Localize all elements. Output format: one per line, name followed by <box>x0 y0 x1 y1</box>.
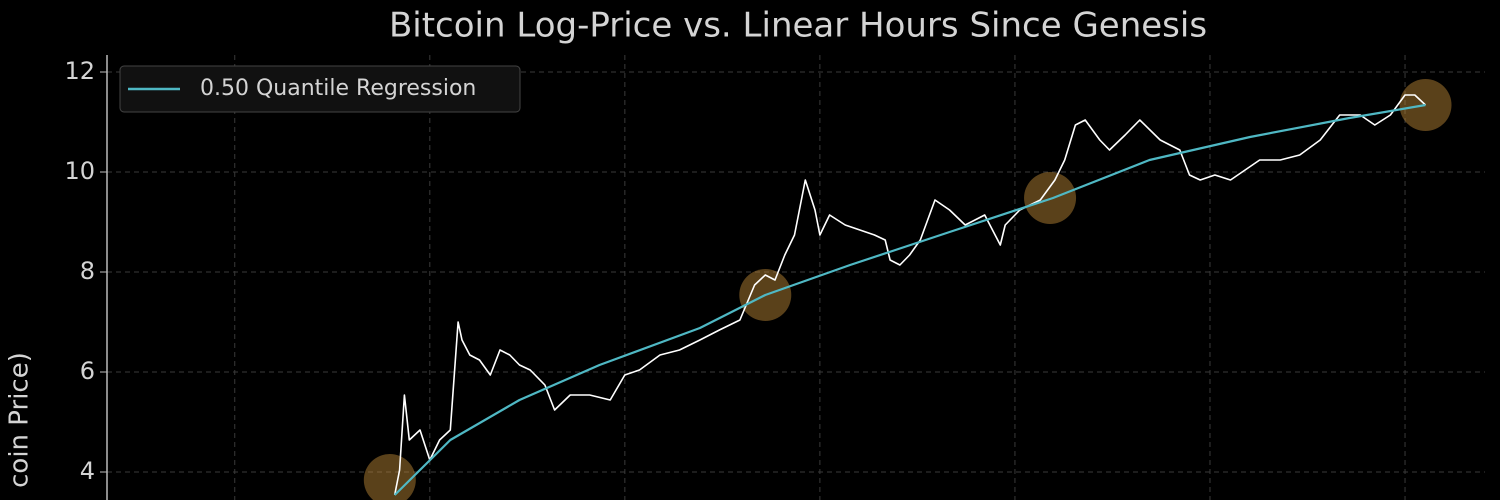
y-tick-label: 10 <box>64 157 95 185</box>
legend-label: 0.50 Quantile Regression <box>200 76 476 101</box>
plot-area <box>363 79 1452 500</box>
grid <box>100 55 1485 500</box>
highlight <box>1399 79 1452 131</box>
regression-line <box>393 103 1426 496</box>
legend: 0.50 Quantile Regression <box>119 65 521 113</box>
y-axis-label: coin Price) <box>5 352 35 488</box>
price-line <box>393 94 1427 496</box>
y-tick-label: 4 <box>80 457 95 485</box>
highlight <box>363 454 416 500</box>
y-tick-label: 8 <box>80 257 95 285</box>
y-tick-label: 6 <box>80 357 95 385</box>
chart-title: Bitcoin Log-Price vs. Linear Hours Since… <box>389 6 1207 46</box>
legend-box <box>119 65 521 113</box>
y-tick-label: 12 <box>64 57 95 85</box>
